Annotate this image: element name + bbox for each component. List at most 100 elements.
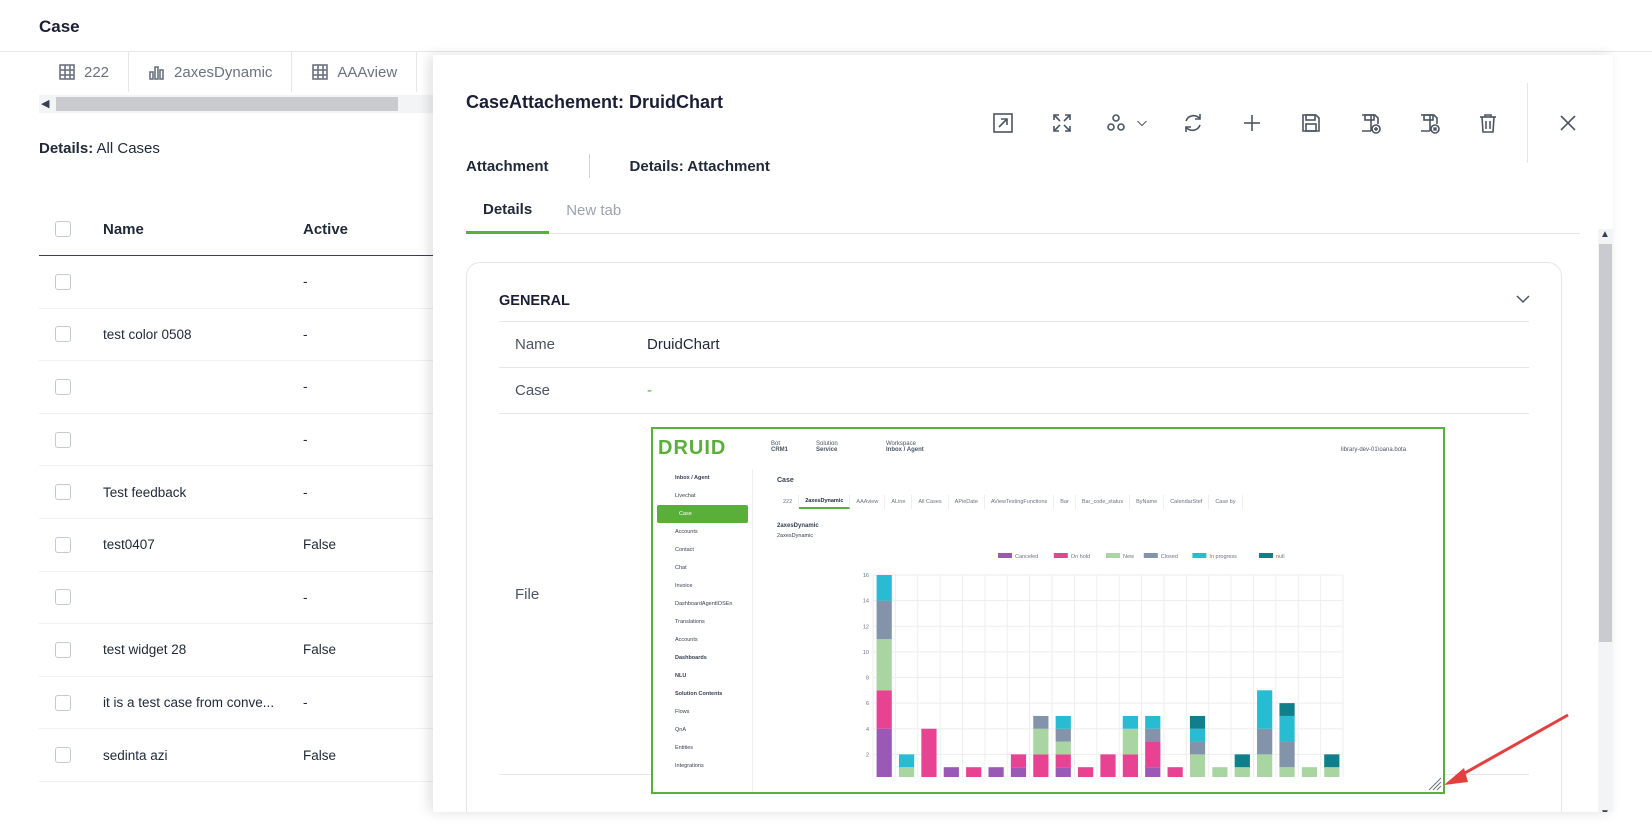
chart-bar [1055,767,1071,777]
close-button[interactable] [1538,99,1597,147]
row-checkbox[interactable] [55,326,71,343]
table-row[interactable]: sedinta azi False [39,729,439,782]
y-tick-label: 10 [863,650,869,656]
scroll-down-icon[interactable]: ▼ [1600,808,1610,812]
expand-icon [1052,114,1071,132]
preview-sidebar-item: Invoice [675,583,693,589]
vertical-scrollbar[interactable]: ▲ ▼ [1598,229,1613,812]
chart-bar [876,575,892,601]
row-checkbox[interactable] [55,431,71,448]
preview-sidebar-item: Dashboards [675,655,707,661]
preview-sidebar-item: Inbox / Agent [675,475,710,481]
row-checkbox[interactable] [55,589,71,606]
chart-bar [898,754,915,768]
collapse-chevron-icon[interactable] [1515,291,1531,307]
chart-bar [876,728,892,777]
preview-sidebar-item: QnA [675,727,687,733]
save-button[interactable] [1281,99,1340,147]
chart-bar [1279,715,1295,742]
chart-bar [1055,741,1071,755]
preview-tab: 2axesDynamic [799,495,851,509]
table-row[interactable]: - [39,361,439,414]
tab-new-tab[interactable]: New tab [566,202,622,219]
add-button[interactable] [1222,99,1281,147]
preview-tab: Bar_code_status [1076,495,1131,509]
open-external-button[interactable] [973,99,1032,147]
scrollbar-thumb[interactable] [1599,244,1612,642]
chart-bar [1100,754,1116,777]
legend-swatch [1106,553,1120,558]
scrollbar-thumb[interactable] [56,97,398,111]
save-and-new-button[interactable] [1340,99,1399,147]
tab-aaaview[interactable]: AAAview [292,52,418,92]
row-checkbox[interactable] [55,641,71,658]
scroll-left-icon[interactable]: ◀ [41,98,50,110]
cell-name: test0407 [103,537,155,553]
chevron-down-icon [1137,120,1147,127]
refresh-button[interactable] [1163,99,1222,147]
table-header: Name Active [39,203,439,256]
row-checkbox[interactable] [55,747,71,764]
tab-label: AAAview [337,63,398,81]
table-row[interactable]: it is a test case from conve... - [39,677,439,730]
row-checkbox[interactable] [55,484,71,501]
table-row[interactable]: - [39,572,439,625]
cell-active: - [303,379,308,395]
chart-bar [876,690,892,729]
tab-222[interactable]: 222 [39,52,130,92]
chart-bar [1033,728,1049,755]
chart-bar [966,767,982,777]
breadcrumb-item-details[interactable]: Details: Attachment [629,157,770,175]
breadcrumb: Attachment Details: Attachment [466,154,770,178]
scroll-up-icon[interactable]: ▲ [1600,229,1610,240]
preview-tab: All Cases [912,495,949,509]
row-checkbox[interactable] [55,536,71,553]
chart-bar [1145,741,1161,768]
table-row[interactable]: test0407 False [39,519,439,572]
table-row[interactable]: - [39,256,439,309]
preview-sidebar-item: NLU [675,673,687,679]
column-header-active[interactable]: Active [303,220,349,238]
bot-selector: Bot CRM1 [771,441,789,453]
tab-label: 2axesDynamic [174,63,273,81]
chart-bar [1078,767,1094,777]
field-value[interactable]: - [647,382,652,399]
row-checkbox[interactable] [55,694,71,711]
cell-active: - [303,484,308,500]
chart-bar [1189,728,1206,742]
chart-bar [1145,767,1161,777]
y-tick-label: 12 [863,624,869,630]
preview-sidebar-item: DashboardAgentIOSEn [675,601,733,607]
table-row[interactable]: Test feedback - [39,466,439,519]
chart-bar [1189,715,1206,729]
table-row[interactable]: - [39,414,439,467]
field-name: Name DruidChart [499,321,1529,367]
tab-2axesdynamic[interactable]: 2axesDynamic [129,52,293,92]
expand-button[interactable] [1032,99,1091,147]
solution-selector: Solution Service [816,441,838,453]
chart-bar [921,728,937,777]
preview-sidebar-item: Livechat [675,493,696,499]
save-icon [1301,114,1320,132]
attachment-preview-image[interactable]: DRUID Bot CRM1 Solution Service Workspace I… [651,427,1445,794]
tab-details[interactable]: Details [466,187,550,234]
chart-bar [1324,767,1340,777]
select-all-checkbox[interactable] [55,221,71,237]
cases-table: Name Active - test color 0508 - - - Test… [39,203,439,782]
row-checkbox[interactable] [55,273,71,290]
chart-bar [1189,741,1206,755]
table-row[interactable]: test widget 28 False [39,624,439,677]
save-and-close-button[interactable] [1399,99,1458,147]
chart-bar [1122,715,1138,729]
chart-bar [1234,767,1250,777]
breadcrumb-item-attachment[interactable]: Attachment [466,157,549,175]
table-row[interactable]: test color 0508 - [39,309,439,362]
chart-bar [1055,728,1071,742]
resize-handle-icon[interactable] [1427,776,1443,792]
delete-button[interactable] [1458,99,1517,147]
column-header-name[interactable]: Name [103,220,144,238]
horizontal-scrollbar[interactable]: ◀ [39,95,439,113]
row-checkbox[interactable] [55,378,71,395]
chart-bar [1257,754,1273,777]
components-dropdown-button[interactable] [1091,99,1163,147]
